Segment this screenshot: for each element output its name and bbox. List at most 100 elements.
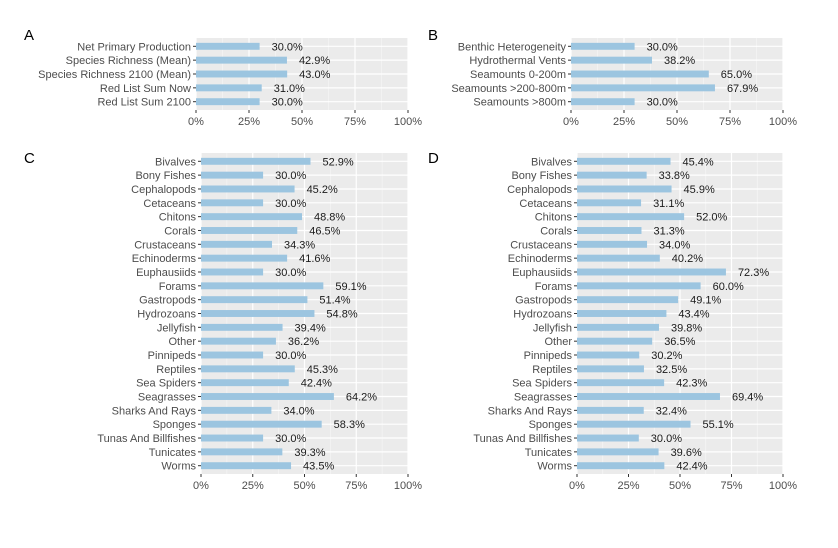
data-label: 30.0%: [651, 433, 682, 445]
data-label: 31.1%: [653, 198, 684, 210]
category-label: Cephalopods: [131, 184, 196, 196]
data-label: 54.8%: [326, 309, 357, 321]
data-label: 42.3%: [676, 378, 707, 390]
category-label: Bivalves: [155, 156, 196, 168]
category-label: Other: [544, 336, 572, 348]
category-label: Worms: [537, 461, 572, 473]
category-label: Red List Sum Now: [100, 83, 191, 95]
bar: [577, 282, 701, 290]
bar: [577, 171, 647, 179]
bar: [201, 310, 315, 317]
data-label: 30.0%: [647, 41, 678, 53]
data-label: 38.2%: [664, 55, 695, 67]
category-label: Reptiles: [532, 364, 572, 376]
data-label: 34.0%: [283, 405, 314, 417]
data-label: 36.5%: [664, 336, 695, 348]
bar: [577, 379, 665, 387]
bar: [577, 434, 639, 442]
bar: [201, 227, 298, 234]
x-tick-label: 50%: [669, 480, 691, 492]
category-label: Echinoderms: [132, 253, 197, 265]
data-label: 60.0%: [713, 281, 744, 293]
data-label: 43.4%: [678, 309, 709, 321]
category-label: Bivalves: [531, 156, 572, 168]
category-label: Jellyfish: [533, 322, 572, 334]
bar: [201, 406, 272, 414]
category-label: Reptiles: [156, 364, 196, 376]
data-label: 72.3%: [738, 267, 769, 279]
x-tick-label: 25%: [613, 116, 635, 128]
bar: [571, 56, 652, 64]
bar: [577, 337, 653, 345]
data-label: 64.2%: [346, 392, 377, 404]
data-label: 30.0%: [272, 97, 303, 109]
bar: [201, 379, 289, 387]
data-label: 30.0%: [275, 198, 306, 210]
data-label: 36.2%: [288, 336, 319, 348]
bar: [577, 199, 642, 207]
category-label: Sponges: [153, 419, 197, 431]
bar: [577, 213, 685, 221]
data-label: 45.2%: [307, 184, 338, 196]
bar: [577, 420, 691, 428]
data-label: 32.5%: [656, 364, 687, 376]
category-label: Cetaceans: [519, 198, 572, 210]
category-label: Echinoderms: [508, 253, 573, 265]
category-label: Seagrasses: [138, 392, 197, 404]
category-label: Pinnipeds: [524, 350, 573, 362]
bar: [577, 240, 648, 248]
category-label: Tunicates: [149, 447, 197, 459]
data-label: 30.0%: [272, 41, 303, 53]
data-label: 31.0%: [274, 83, 305, 95]
bar: [201, 240, 273, 248]
x-tick-label: 75%: [345, 480, 367, 492]
x-tick-label: 75%: [344, 116, 366, 128]
bar: [577, 393, 720, 400]
data-label: 59.1%: [335, 281, 366, 293]
data-label: 45.4%: [683, 156, 714, 168]
bar: [577, 351, 640, 359]
bar: [201, 462, 292, 470]
bar: [196, 98, 260, 106]
category-label: Gastropods: [515, 295, 572, 307]
panel-letter: B: [428, 27, 438, 44]
x-tick-label: 100%: [769, 116, 797, 128]
panel-c: C 52.9% Bivalves 30.0% Bony Fishes 45.2% Cepha…: [24, 150, 422, 492]
data-label: 33.8%: [659, 170, 690, 182]
data-label: 31.3%: [653, 225, 684, 237]
data-label: 39.3%: [294, 447, 325, 459]
category-label: Crustaceans: [510, 239, 572, 251]
data-label: 52.9%: [323, 156, 354, 168]
data-label: 45.9%: [684, 184, 715, 196]
bar: [577, 310, 667, 317]
panel-letter: D: [428, 150, 439, 167]
data-label: 30.0%: [275, 350, 306, 362]
category-label: Tunas And Billfishes: [473, 433, 572, 445]
bar: [577, 185, 672, 193]
data-label: 39.4%: [295, 322, 326, 334]
data-label: 43.5%: [303, 461, 334, 473]
data-label: 41.6%: [299, 253, 330, 265]
bar: [201, 337, 276, 345]
x-tick-label: 100%: [394, 116, 422, 128]
data-label: 42.4%: [676, 461, 707, 473]
data-label: 58.3%: [334, 419, 365, 431]
x-tick-label: 25%: [617, 480, 639, 492]
panel-a: A 30.0% Net Primary Production 42.9% Species…: [24, 27, 422, 128]
data-label: 34.0%: [659, 239, 690, 251]
bar: [577, 365, 644, 373]
category-label: Hydrozoans: [137, 309, 196, 321]
category-label: Seagrasses: [514, 392, 573, 404]
data-label: 42.9%: [299, 55, 330, 67]
category-label: Crustaceans: [134, 239, 196, 251]
category-label: Net Primary Production: [77, 41, 191, 53]
data-label: 30.0%: [647, 97, 678, 109]
x-tick-label: 100%: [394, 480, 422, 492]
bar: [201, 282, 324, 290]
data-label: 51.4%: [319, 295, 350, 307]
bar: [196, 56, 287, 64]
bar: [201, 420, 322, 428]
x-tick-label: 25%: [238, 116, 260, 128]
category-label: Sea Spiders: [136, 378, 196, 390]
